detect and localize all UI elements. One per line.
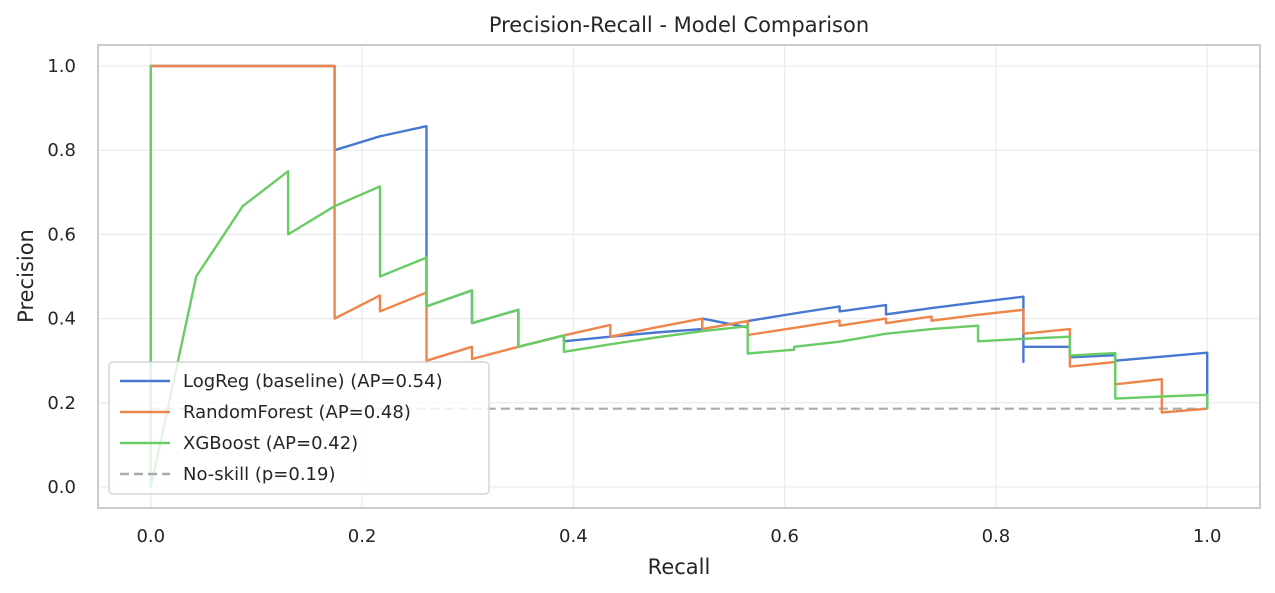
y-tick-label: 0.0 [47, 477, 76, 498]
legend-label: XGBoost (AP=0.42) [183, 433, 358, 454]
legend-label: No-skill (p=0.19) [183, 464, 335, 485]
x-tick-label: 1.0 [1193, 526, 1222, 547]
legend-label: RandomForest (AP=0.48) [183, 402, 411, 423]
plot-frame [97, 44, 1261, 509]
y-tick-label: 1.0 [47, 56, 76, 77]
y-tick-label: 0.8 [47, 140, 76, 161]
tick-labels: 0.0 0.2 0.4 0.6 0.8 1.0 0.0 0.2 0.4 0.6 0.8 1.0 [47, 56, 1221, 547]
y-tick-label: 0.4 [47, 309, 76, 330]
y-axis-label: Precision [14, 229, 38, 323]
x-tick-label: 0.6 [770, 526, 799, 547]
legend-label: LogReg (baseline) (AP=0.54) [183, 371, 443, 392]
x-tick-label: 0.4 [559, 526, 588, 547]
series-line-2 [149, 64, 1209, 489]
legend-box [108, 361, 490, 495]
x-tick-label: 0.0 [136, 526, 165, 547]
x-tick-label: 0.2 [348, 526, 377, 547]
y-tick-label: 0.2 [47, 393, 76, 414]
y-tick-label: 0.6 [47, 224, 76, 245]
legend: LogReg (baseline) (AP=0.54) RandomForest … [108, 361, 490, 495]
x-axis-label: Recall [648, 555, 711, 579]
chart-title: Precision-Recall - Model Comparison [489, 13, 869, 37]
x-tick-label: 0.8 [982, 526, 1011, 547]
